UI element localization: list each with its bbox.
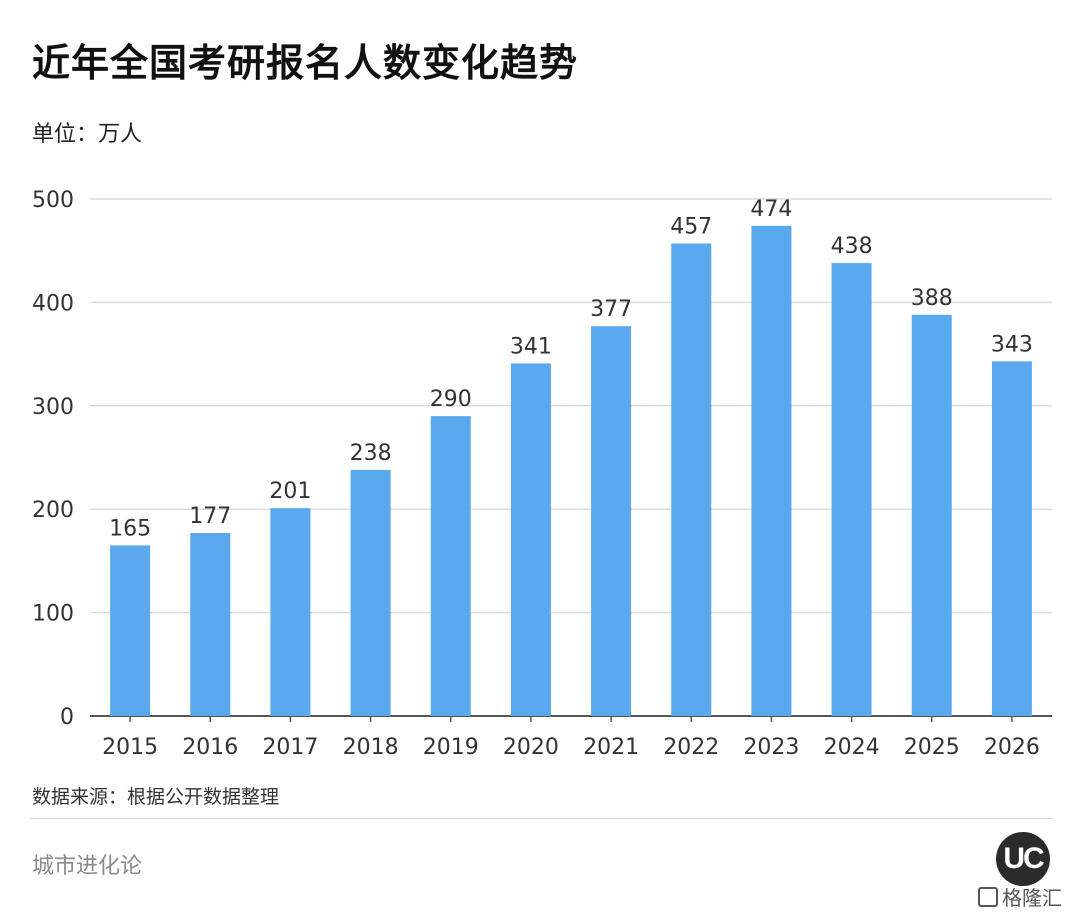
bar-2019 — [430, 416, 471, 716]
data-label-2015: 165 — [109, 516, 151, 541]
bar-2022 — [671, 243, 712, 716]
unit-label: 单位：万人 — [32, 122, 143, 147]
data-label-2018: 238 — [350, 441, 392, 466]
bar-2025 — [911, 314, 952, 716]
bar-2015 — [110, 545, 151, 716]
y-tick-label: 100 — [32, 602, 74, 627]
x-tick-label-2019: 2019 — [423, 735, 479, 760]
data-label-2016: 177 — [189, 504, 231, 529]
data-label-2022: 457 — [670, 214, 712, 239]
bar-2021 — [591, 326, 632, 716]
y-tick-label: 400 — [32, 291, 74, 316]
divider — [30, 818, 1052, 819]
source-note: 数据来源：根据公开数据整理 — [32, 786, 280, 808]
x-tick-label-2021: 2021 — [583, 735, 639, 760]
data-label-2025: 388 — [911, 286, 953, 311]
partner-logo-icon — [978, 886, 998, 907]
chart-title: 近年全国考研报名人数变化趋势 — [32, 41, 579, 85]
data-label-2021: 377 — [590, 297, 632, 322]
bar-2016 — [190, 532, 231, 716]
bar-2023 — [751, 225, 792, 716]
data-label-2023: 474 — [750, 197, 792, 222]
partner-logo: 格隆汇 — [978, 882, 1062, 911]
x-tick-label-2026: 2026 — [984, 735, 1040, 760]
x-tick-label-2025: 2025 — [904, 735, 960, 760]
data-label-2017: 201 — [269, 479, 311, 504]
x-tick-label-2016: 2016 — [182, 735, 238, 760]
brand-name: 城市进化论 — [32, 854, 143, 879]
y-axis-ticks: 0 100 200 300 400 500 — [32, 188, 74, 730]
uc-logo: UC — [996, 832, 1050, 886]
x-tick-label-2015: 2015 — [102, 735, 158, 760]
x-axis-ticks: 2015 2016 2017 2018 2019 2020 2021 2022 2023 2024… — [102, 716, 1040, 760]
data-label-2024: 438 — [831, 234, 873, 259]
bars — [110, 225, 1032, 716]
x-tick-label-2023: 2023 — [743, 735, 799, 760]
bar-2020 — [510, 363, 551, 716]
x-tick-label-2024: 2024 — [824, 735, 880, 760]
data-label-2026: 343 — [991, 332, 1033, 357]
y-tick-label: 200 — [32, 498, 74, 523]
partner-logo-text: 格隆汇 — [1002, 886, 1062, 910]
bar-2024 — [831, 263, 872, 716]
x-tick-label-2020: 2020 — [503, 735, 559, 760]
x-tick-label-2017: 2017 — [262, 735, 318, 760]
bar-2026 — [991, 361, 1032, 716]
y-tick-label: 300 — [32, 395, 74, 420]
bar-2017 — [270, 508, 311, 716]
bar-2018 — [350, 469, 391, 716]
data-labels: 165 177 201 238 290 341 377 457 474 438 388 343 — [109, 197, 1033, 542]
data-label-2019: 290 — [430, 387, 472, 412]
y-tick-label: 0 — [60, 705, 74, 730]
x-tick-label-2022: 2022 — [663, 735, 719, 760]
gridlines — [90, 198, 1052, 717]
y-tick-label: 500 — [32, 188, 74, 213]
data-label-2020: 341 — [510, 334, 552, 359]
x-tick-label-2018: 2018 — [343, 735, 399, 760]
